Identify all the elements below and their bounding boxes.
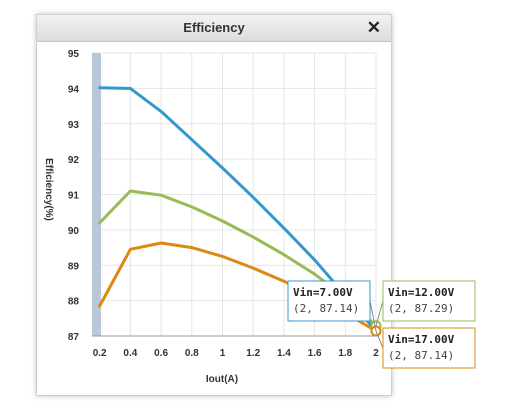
range-band (92, 53, 101, 336)
tooltip-value: (2, 87.29) (388, 302, 454, 315)
tooltip-box (287, 280, 371, 322)
x-tick-label: 1.6 (308, 348, 322, 359)
tooltip-connector (375, 300, 384, 326)
tooltip-connector (369, 300, 377, 332)
series-line-1[interactable] (98, 86, 378, 333)
x-tick-label: 0.6 (154, 348, 168, 359)
tooltip-value: (2, 87.14) (293, 302, 359, 315)
tooltip-box (382, 280, 476, 322)
x-tick-label: 2 (373, 348, 379, 359)
tooltip-connector (375, 330, 384, 349)
x-tick-label: 1.2 (246, 348, 260, 359)
x-tick-label: 0.2 (93, 348, 107, 359)
y-tick-label: 91 (68, 191, 80, 202)
y-tick-label: 87 (68, 332, 80, 343)
x-tick-label: 0.4 (123, 348, 137, 359)
y-tick-label: 93 (68, 120, 80, 131)
x-tick-label: 1 (220, 348, 226, 359)
tooltip-title: Vin=17.00V (388, 333, 455, 346)
y-tick-label: 89 (68, 261, 80, 272)
y-tick-label: 92 (68, 155, 80, 166)
tooltip-title: Vin=7.00V (293, 286, 353, 299)
tooltip-box (382, 327, 476, 369)
y-tick-label: 95 (68, 49, 80, 60)
close-icon[interactable]: ✕ (366, 18, 381, 37)
x-tick-label: 1.8 (338, 348, 352, 359)
y-tick-label: 88 (68, 297, 80, 308)
tooltip-title: Vin=12.00V (388, 286, 455, 299)
window-title: Efficiency (183, 20, 245, 35)
x-tick-label: 0.8 (185, 348, 199, 359)
window-titlebar[interactable]: Efficiency ✕ (37, 15, 391, 42)
y-axis-title: Efficiency(%) (43, 158, 54, 221)
y-tick-label: 90 (68, 226, 80, 237)
x-tick-label: 1.4 (277, 348, 291, 359)
tooltip-value: (2, 87.14) (388, 349, 454, 362)
y-tick-label: 94 (68, 84, 80, 95)
x-axis-title: Iout(A) (206, 374, 238, 385)
